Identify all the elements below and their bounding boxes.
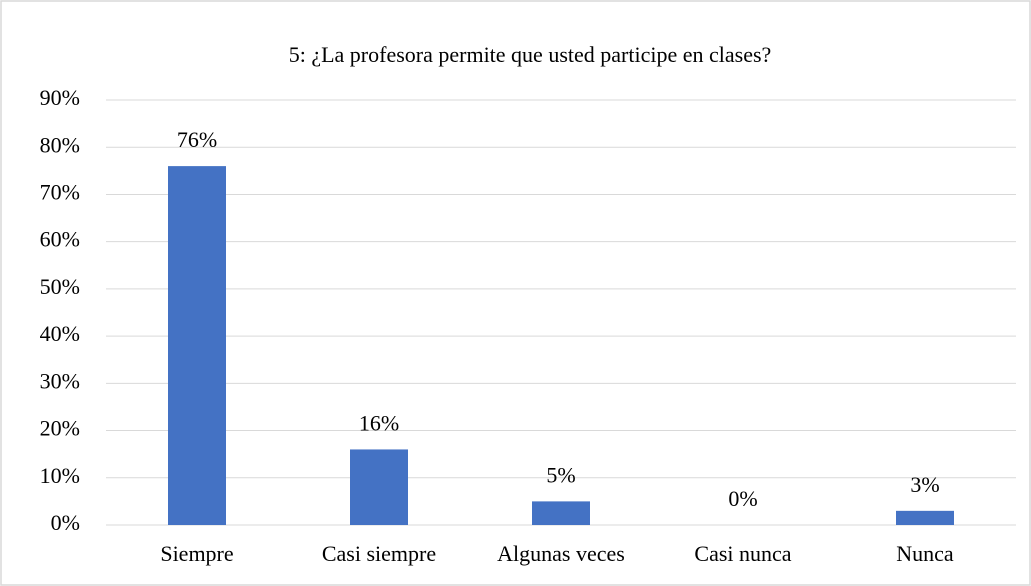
y-tick-label: 0% <box>51 510 80 535</box>
bar <box>350 449 408 525</box>
x-tick-label: Nunca <box>896 541 954 566</box>
y-tick-label: 10% <box>40 463 80 488</box>
value-label: 0% <box>728 486 757 511</box>
value-label: 3% <box>910 472 939 497</box>
chart-title: 5: ¿La profesora permite que usted parti… <box>289 42 772 67</box>
bar <box>896 510 954 525</box>
value-label: 76% <box>177 127 217 152</box>
value-label: 16% <box>359 410 399 435</box>
y-tick-label: 90% <box>40 85 80 110</box>
x-tick-label: Siempre <box>160 541 233 566</box>
y-tick-label: 70% <box>40 179 80 204</box>
bar <box>168 166 226 525</box>
x-tick-label: Casi nunca <box>694 541 791 566</box>
x-tick-label: Casi siempre <box>322 541 436 566</box>
x-tick-label: Algunas veces <box>497 541 625 566</box>
value-label: 5% <box>546 462 575 487</box>
bar <box>532 501 590 525</box>
y-tick-label: 60% <box>40 227 80 252</box>
y-tick-label: 20% <box>40 416 80 441</box>
y-tick-label: 80% <box>40 132 80 157</box>
y-tick-label: 40% <box>40 321 80 346</box>
y-tick-label: 50% <box>40 274 80 299</box>
y-tick-label: 30% <box>40 368 80 393</box>
